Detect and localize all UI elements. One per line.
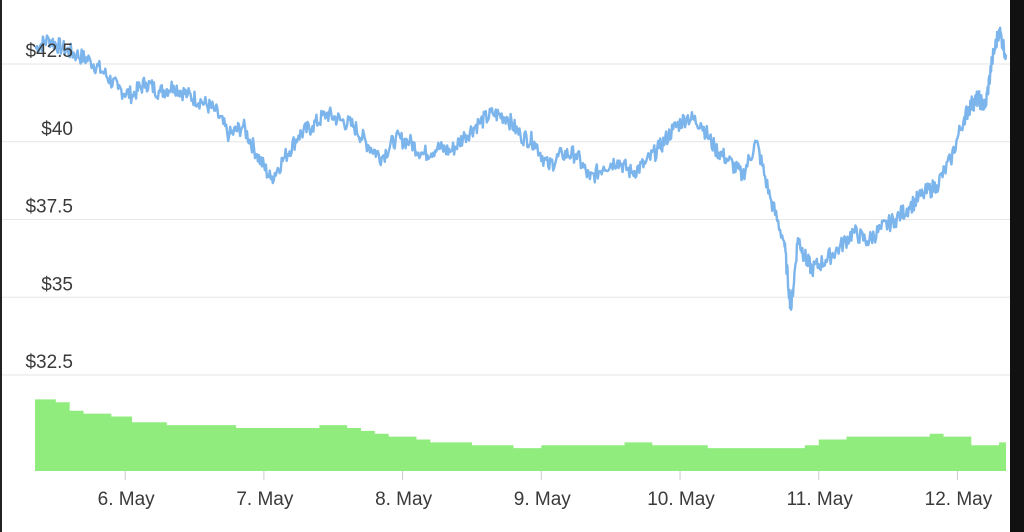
y-tick-label: $37.5 [25, 197, 73, 218]
x-tick-label: 12. May [925, 489, 993, 510]
grid-lines [0, 63, 1010, 376]
x-tick-label: 6. May [98, 489, 156, 510]
price-line [34, 26, 1008, 311]
price-series [34, 26, 1008, 311]
right-edge [1010, 0, 1024, 532]
y-tick-label: $32.5 [25, 352, 73, 373]
y-tick-label: $40 [41, 119, 73, 140]
volume-area [35, 399, 1006, 471]
x-tick-label: 11. May [787, 489, 854, 510]
left-edge [0, 0, 2, 532]
x-tick-label: 7. May [236, 489, 294, 510]
x-tick-label: 10. May [647, 489, 715, 510]
y-axis: $32.5 $35 $37.5 $40 $42.5 [25, 41, 73, 373]
x-tick-label: 9. May [514, 489, 572, 510]
x-tick-label: 8. May [375, 489, 433, 510]
x-axis: 6. May 7. May 8. May 9. May 10. May 11. May 12… [98, 471, 993, 510]
volume-series [35, 399, 1006, 471]
y-tick-label: $42.5 [25, 41, 73, 62]
y-tick-label: $35 [41, 274, 73, 295]
